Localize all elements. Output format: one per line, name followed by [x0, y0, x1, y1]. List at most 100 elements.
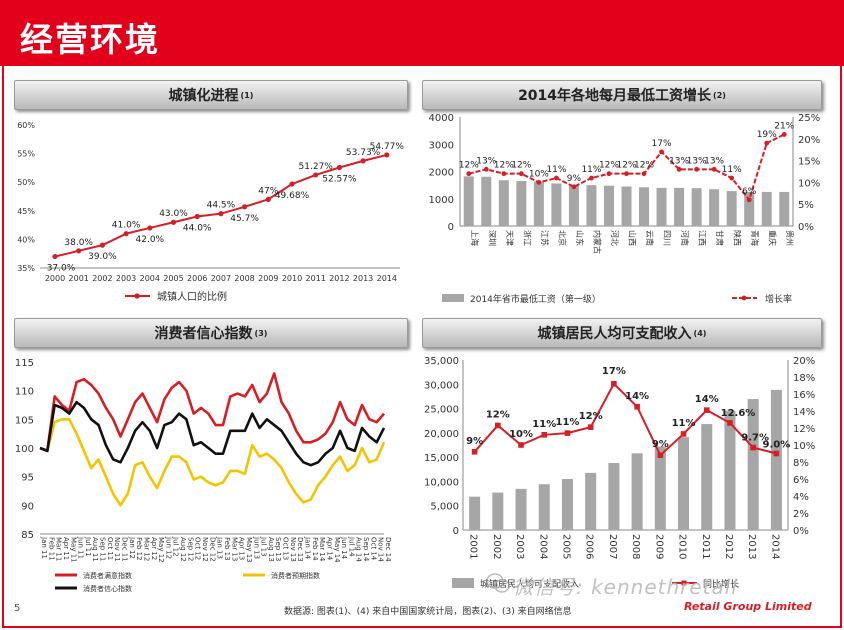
x-tick-label: Dec 14: [384, 537, 392, 562]
bar: [492, 492, 504, 530]
data-label: 6%: [742, 187, 757, 197]
data-point: [571, 184, 577, 190]
x-tick-label: Nov 12: [201, 537, 209, 562]
x-tick-label: Aug 12: [179, 537, 187, 562]
data-point: [218, 211, 224, 217]
data-label: 51.27%: [299, 162, 334, 172]
bar: [621, 186, 632, 226]
panel-footnote-urbanization: (1): [240, 90, 254, 100]
data-label: 12%: [459, 161, 479, 171]
x-tick-label: 2008: [630, 534, 641, 559]
x-tick-label: 2003: [116, 274, 136, 283]
chart-urbanization: 35%40%45%50%55%60%2000 2001 2002 2003 2004 20…: [17, 121, 405, 303]
legend-label-wage: 2014年省市最低工资（第一级）: [470, 293, 601, 305]
bar: [498, 180, 509, 226]
y-tick-label: 85: [21, 530, 34, 541]
data-label: 11%: [722, 165, 742, 175]
y-tick-label: 115: [15, 358, 34, 369]
bar: [469, 496, 481, 530]
data-label: 54.77%: [370, 142, 405, 152]
bar: [678, 437, 690, 530]
data-label: 11%: [532, 419, 556, 430]
y-right-tick-label: 5%: [798, 200, 814, 211]
bar: [561, 479, 573, 530]
x-tick-label: 北京: [557, 230, 567, 246]
x-tick-label: 2002: [92, 274, 112, 283]
data-label: 52.57%: [322, 174, 357, 184]
bar: [726, 191, 737, 226]
x-tick-label: 贵州: [785, 230, 795, 246]
bar: [516, 181, 527, 226]
y-right-tick-label: 0%: [798, 222, 814, 233]
y-right-tick-label: 14%: [793, 407, 815, 418]
x-tick-label: Jan 11: [40, 536, 48, 559]
series-line-satisfaction: [39, 372, 385, 453]
x-tick-label: 2013: [353, 274, 373, 283]
y-left-tick-label: 15,000: [424, 453, 459, 464]
legend-marker-growth: [681, 580, 687, 586]
x-tick-label: Jun 11: [77, 536, 85, 559]
x-tick-label: 2006: [187, 274, 207, 283]
x-tick-label: 青海: [750, 230, 760, 246]
data-label: 10%: [529, 169, 549, 179]
y-right-tick-label: 16%: [793, 390, 815, 401]
x-tick-label: 深圳: [487, 230, 497, 246]
data-label: 53.73%: [346, 148, 381, 158]
legend-marker-urbanization: [134, 293, 140, 299]
title-bar: 经营环境: [0, 0, 844, 66]
x-tick-label: 四川: [663, 230, 672, 246]
data-label: 10%: [509, 429, 533, 440]
y-left-tick-label: 20,000: [424, 429, 459, 440]
x-tick-label: 上海: [470, 230, 480, 246]
data-label: 17%: [602, 366, 626, 377]
y-right-tick-label: 0%: [793, 526, 809, 537]
panel-footnote-min-wage: (2): [713, 90, 726, 100]
y-tick-label: 105: [15, 415, 34, 426]
x-tick-label: May 14: [333, 537, 341, 563]
x-tick-label: 浙江: [522, 230, 532, 246]
y-tick-label: 110: [15, 387, 34, 398]
x-tick-label: 2014: [769, 534, 780, 559]
x-tick-label: Apr 11: [62, 537, 70, 560]
data-point: [360, 158, 366, 164]
data-label: 11%: [546, 165, 566, 175]
data-label: 11%: [672, 418, 696, 429]
bar: [515, 488, 527, 530]
data-label: 9.0%: [763, 440, 791, 451]
y-tick-label: 60%: [17, 121, 35, 130]
series-line-growth: [473, 382, 777, 457]
legend-label-1: 消费者信心指数: [83, 584, 132, 593]
y-left-tick-label: 0: [448, 222, 454, 233]
x-tick-label: Dec 12: [208, 537, 216, 562]
x-tick-label: Jul 11: [84, 536, 92, 557]
data-point: [746, 197, 752, 203]
panel-header-disposable-income: 城镇居民人均可支配收入 (4): [422, 318, 822, 348]
x-tick-label: May 12: [157, 537, 165, 563]
bar: [608, 463, 620, 530]
data-point: [313, 172, 319, 178]
x-tick-label: Jun 12: [164, 536, 172, 559]
data-point: [289, 181, 295, 187]
data-point: [634, 403, 640, 410]
x-tick-label: Sep 12: [186, 537, 194, 561]
bar: [463, 176, 474, 226]
y-left-tick-label: 35,000: [424, 356, 459, 367]
bar: [779, 191, 790, 226]
data-point: [676, 166, 682, 172]
panel-title-min-wage: 2014年各地每月最低工资增长: [518, 88, 712, 104]
x-tick-label: 2009: [258, 274, 278, 283]
data-point: [194, 213, 200, 220]
x-tick-label: Apr 12: [150, 537, 158, 560]
x-tick-label: Feb 14: [311, 537, 319, 561]
x-tick-label: Aug 11: [91, 537, 99, 562]
data-label: 13%: [687, 156, 707, 166]
y-left-tick-label: 2000: [429, 168, 454, 179]
x-tick-label: Feb 13: [223, 537, 231, 561]
data-point: [657, 452, 664, 458]
chart-disposable-income: 0 5,000 10,000 15,000 20,000 25,000 30,000 35,0…: [424, 356, 815, 590]
panel-footnote-consumer-confidence: (3): [254, 328, 268, 338]
data-point: [750, 444, 756, 451]
data-label: 9%: [652, 439, 669, 450]
x-tick-label: Apr 13: [238, 537, 246, 560]
x-tick-label: May 11: [69, 537, 77, 563]
